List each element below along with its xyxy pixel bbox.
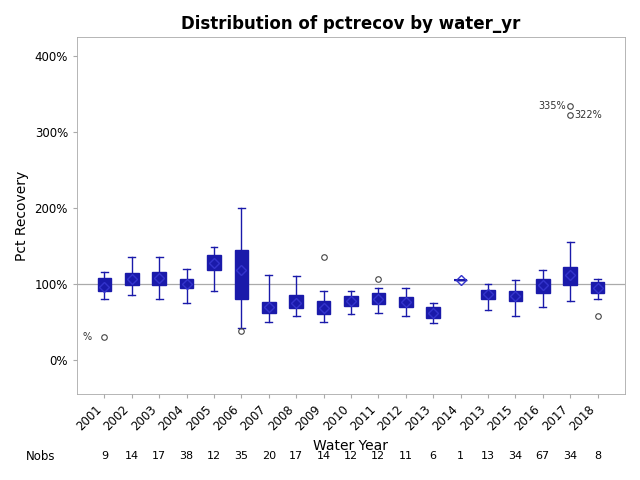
Text: 322%: 322% <box>574 110 602 120</box>
Text: 6: 6 <box>429 451 436 461</box>
Text: 17: 17 <box>289 451 303 461</box>
Text: 38: 38 <box>179 451 194 461</box>
PathPatch shape <box>289 295 303 308</box>
PathPatch shape <box>152 272 166 285</box>
Text: 12: 12 <box>371 451 385 461</box>
Y-axis label: Pct Recovery: Pct Recovery <box>15 170 29 261</box>
PathPatch shape <box>481 290 495 299</box>
Text: 335%: 335% <box>538 101 566 110</box>
Text: 20: 20 <box>262 451 276 461</box>
Text: 11: 11 <box>399 451 413 461</box>
Text: Nobs: Nobs <box>26 450 55 463</box>
PathPatch shape <box>563 267 577 285</box>
Text: 34: 34 <box>563 451 577 461</box>
PathPatch shape <box>536 278 550 293</box>
PathPatch shape <box>262 302 276 312</box>
Text: 12: 12 <box>207 451 221 461</box>
X-axis label: Water Year: Water Year <box>314 439 388 453</box>
Text: 9: 9 <box>100 451 108 461</box>
PathPatch shape <box>591 282 604 293</box>
Text: 13: 13 <box>481 451 495 461</box>
PathPatch shape <box>317 300 330 314</box>
Text: 17: 17 <box>152 451 166 461</box>
Text: 14: 14 <box>317 451 331 461</box>
Text: 8: 8 <box>594 451 601 461</box>
Text: 14: 14 <box>125 451 139 461</box>
PathPatch shape <box>426 307 440 318</box>
PathPatch shape <box>207 255 221 270</box>
PathPatch shape <box>509 291 522 300</box>
PathPatch shape <box>372 293 385 304</box>
Text: 35: 35 <box>234 451 248 461</box>
PathPatch shape <box>344 296 358 306</box>
Text: %: % <box>83 332 92 342</box>
Text: 67: 67 <box>536 451 550 461</box>
Text: 12: 12 <box>344 451 358 461</box>
Title: Distribution of pctrecov by water_yr: Distribution of pctrecov by water_yr <box>181 15 521 33</box>
Text: 34: 34 <box>508 451 522 461</box>
PathPatch shape <box>97 278 111 291</box>
PathPatch shape <box>125 273 139 285</box>
Text: 1: 1 <box>457 451 464 461</box>
PathPatch shape <box>180 279 193 288</box>
PathPatch shape <box>399 298 413 307</box>
PathPatch shape <box>234 250 248 299</box>
